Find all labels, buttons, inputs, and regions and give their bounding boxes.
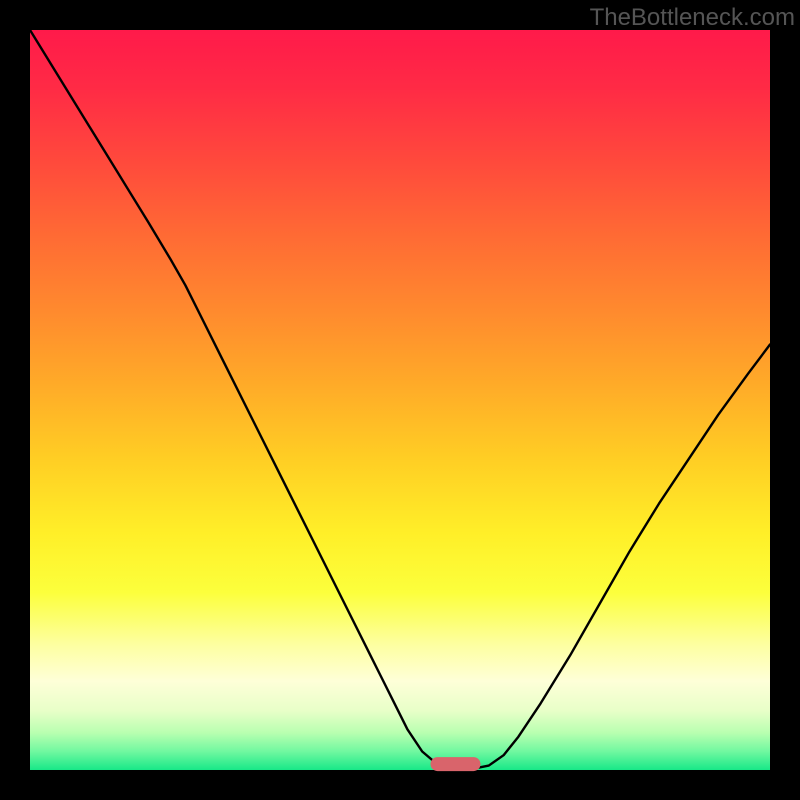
- chart-plot-area: [30, 30, 770, 770]
- bottleneck-chart: TheBottleneck.com: [0, 0, 800, 800]
- optimal-marker: [431, 757, 481, 771]
- chart-container: TheBottleneck.com: [0, 0, 800, 800]
- watermark-text: TheBottleneck.com: [590, 4, 795, 31]
